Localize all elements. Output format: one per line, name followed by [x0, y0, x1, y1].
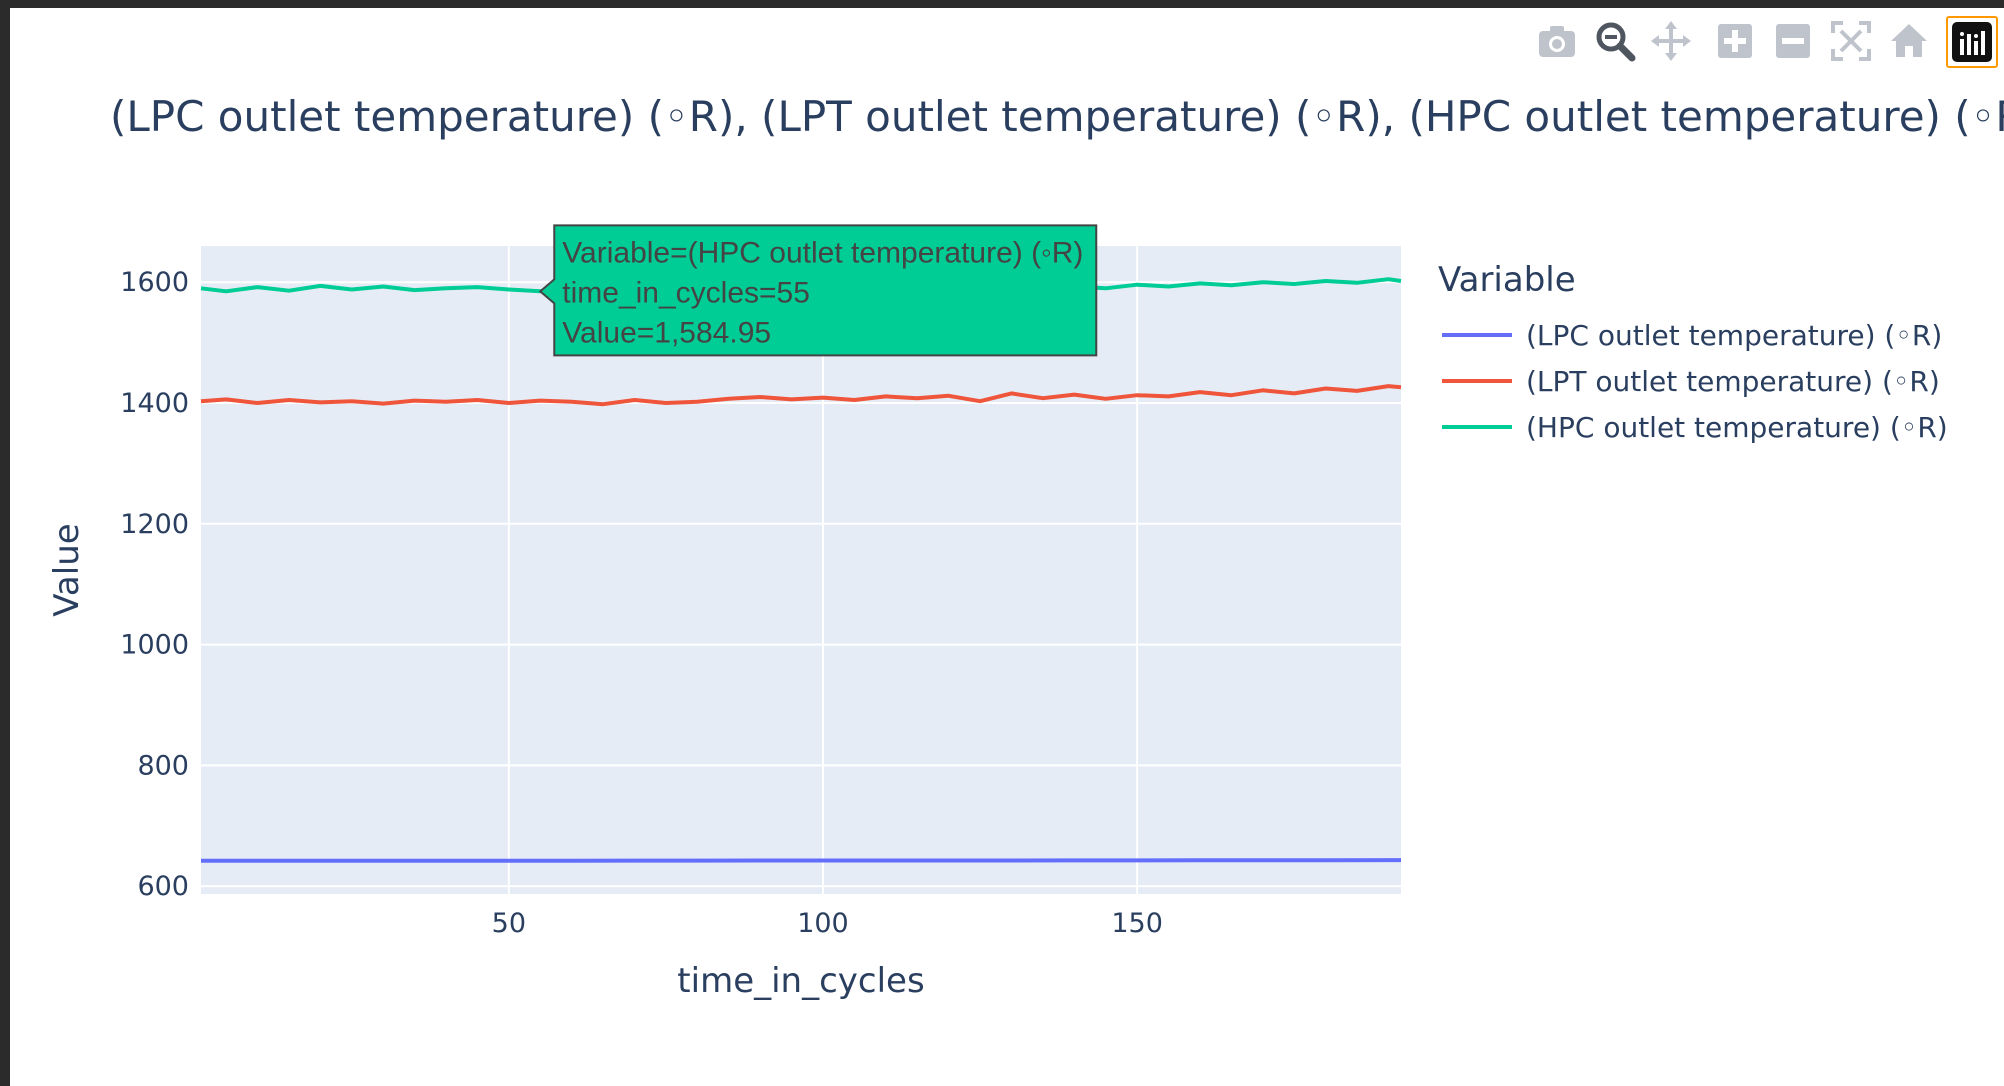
- y-tick-label: 1600: [120, 267, 189, 298]
- legend-title: Variable: [1438, 260, 1576, 300]
- legend-entry: (LPC outlet temperature) (◦R): [1526, 319, 1942, 352]
- series-line-2: [200, 384, 1402, 407]
- y-tick-label: 600: [137, 871, 189, 902]
- chart-figure: (LPC outlet temperature) (◦R), (LPT outl…: [10, 8, 2004, 1086]
- pan-icon[interactable]: [1648, 18, 1694, 64]
- legend-entry: (LPT outlet temperature) (◦R): [1526, 365, 1940, 398]
- y-tick-label: 1000: [120, 630, 189, 661]
- zoom-out-icon[interactable]: [1770, 18, 1816, 64]
- plotly-logo-icon[interactable]: [1946, 16, 1998, 68]
- plot-area[interactable]: 50 100 150 600 800 1000 1200 1400 1600 time_in_cy…: [10, 8, 2004, 1086]
- camera-icon[interactable]: [1534, 18, 1580, 64]
- hover-tooltip-line: Value=1,584.95: [562, 316, 771, 349]
- y-tick-label: 1400: [120, 388, 189, 419]
- zoom-icon[interactable]: [1592, 18, 1638, 64]
- modebar-toolbar: [1444, 8, 2004, 80]
- series-line-1: [200, 858, 1402, 863]
- x-tick-label: 100: [797, 908, 849, 939]
- hover-tooltip: [538, 224, 1098, 357]
- chart-title: (LPC outlet temperature) (◦R), (LPT outl…: [110, 92, 2004, 141]
- x-axis-title: time_in_cycles: [677, 961, 924, 1001]
- legend-entry: (HPC outlet temperature) (◦R): [1526, 411, 1948, 444]
- hover-tooltip-line: time_in_cycles=55: [562, 276, 810, 309]
- home-icon[interactable]: [1886, 18, 1932, 64]
- y-tick-label: 1200: [120, 509, 189, 540]
- hover-tooltip-line: Variable=(HPC outlet temperature) (◦R): [562, 236, 1083, 269]
- autoscale-icon[interactable]: [1828, 18, 1874, 64]
- x-tick-label: 50: [492, 908, 526, 939]
- y-axis-title: Value: [47, 523, 87, 616]
- y-tick-label: 800: [137, 750, 189, 781]
- zoom-in-icon[interactable]: [1712, 18, 1758, 64]
- x-tick-label: 150: [1111, 908, 1163, 939]
